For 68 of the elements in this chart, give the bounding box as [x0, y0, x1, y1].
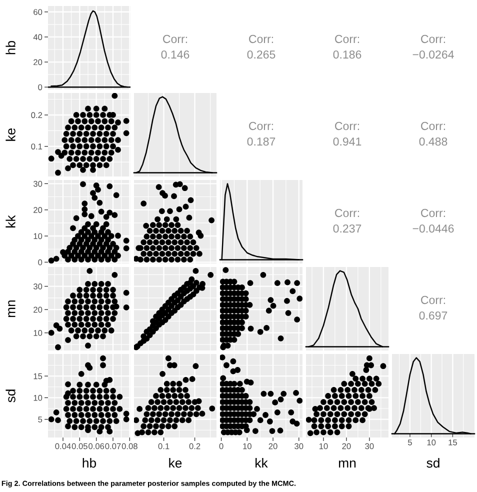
x-tick-label: 10: [427, 439, 436, 446]
y-tick-label: 20: [34, 207, 42, 213]
line-series: [50, 10, 128, 88]
text: 0.187: [247, 137, 276, 146]
x-tick-label: 30: [294, 443, 304, 450]
point: [208, 272, 214, 278]
x-tick-label: 0.08: [122, 443, 138, 450]
text: 0.186: [333, 50, 362, 59]
x-tick-label: 0.05: [72, 443, 88, 450]
text: −0.0446: [412, 224, 454, 233]
text: Corr:: [249, 122, 274, 130]
y-tick-label: 0: [38, 84, 42, 90]
text: Corr:: [335, 34, 360, 44]
text: 0.265: [247, 50, 276, 59]
x-tick-label: 30: [365, 443, 374, 450]
text: Corr:: [421, 208, 446, 218]
y-tick-label: 0: [38, 259, 42, 266]
text: Corr:: [335, 122, 360, 130]
text: Corr:: [421, 34, 446, 44]
text: −0.0264: [412, 50, 454, 59]
y-tick-label: 0.2: [31, 112, 42, 118]
y-axis-title: sd: [6, 390, 16, 402]
x-tick-label: 20: [268, 443, 278, 450]
y-tick-label: 60: [34, 9, 42, 15]
y-tick-label: 10: [34, 394, 42, 401]
text: 0.697: [419, 311, 448, 320]
y-tick-label: 15: [34, 373, 42, 380]
x-tick-label: 10: [243, 443, 252, 450]
y-tick-label: 20: [34, 59, 42, 66]
text: Corr:: [421, 122, 446, 130]
x-tick-label: 0.2: [189, 443, 200, 450]
x-tick-label: 10: [319, 443, 328, 450]
x-tick-label: 15: [448, 440, 457, 446]
y-axis-title: mn: [8, 300, 16, 318]
y-tick-label: 30: [33, 180, 42, 187]
x-tick-label: 0.07: [105, 443, 121, 450]
point: [188, 276, 195, 282]
text: Corr:: [249, 34, 274, 44]
x-tick-label: 20: [342, 443, 351, 450]
y-axis-title: ke: [6, 128, 16, 141]
x-axis-title: hb: [82, 458, 96, 468]
y-axis-title: kk: [6, 215, 16, 228]
y-axis-title: hb: [6, 40, 16, 54]
x-tick-label: 0.06: [88, 443, 104, 450]
y-tick-label: 30: [33, 284, 42, 290]
x-tick-label: 0.1: [158, 443, 170, 450]
x-tick-label: 0: [219, 443, 224, 450]
text: Corr:: [163, 34, 188, 44]
text: 0.488: [419, 137, 448, 146]
y-tick-label: 40: [33, 34, 42, 40]
y-tick-label: 10: [34, 233, 42, 240]
y-tick-label: 5: [38, 416, 42, 422]
x-axis-title: sd: [426, 458, 440, 468]
x-axis-title: kk: [256, 458, 268, 468]
text: 0.941: [333, 137, 362, 146]
x-tick-label: 5: [408, 440, 412, 446]
x-axis-title: mn: [338, 460, 356, 468]
text: 0.237: [333, 224, 362, 233]
point: [192, 268, 199, 274]
text: Corr:: [421, 296, 446, 304]
point: [193, 280, 200, 286]
y-tick-label: 0.1: [31, 144, 42, 150]
x-axis-title: ke: [169, 458, 182, 468]
y-tick-label: 10: [34, 330, 42, 336]
x-tick-label: 0.04: [55, 443, 71, 450]
text: Corr:: [335, 208, 360, 218]
text: 0.146: [161, 50, 190, 59]
y-tick-label: 20: [34, 306, 42, 313]
